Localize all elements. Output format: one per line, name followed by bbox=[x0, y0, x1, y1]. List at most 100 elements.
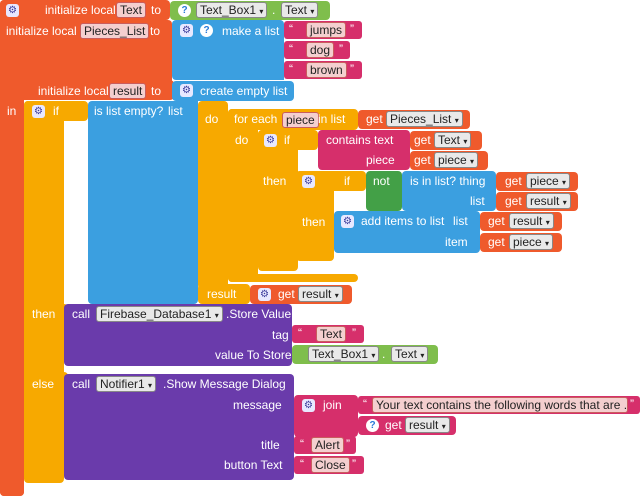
message-label: message bbox=[233, 398, 282, 412]
var-dropdown-piece[interactable]: piece ▾ bbox=[509, 234, 554, 250]
get-label: get bbox=[414, 153, 431, 167]
list-pieces-loop-container bbox=[198, 101, 228, 289]
var-dropdown-result[interactable]: result ▾ bbox=[526, 193, 571, 209]
string-value-button[interactable]: Close bbox=[311, 457, 350, 473]
gear-icon[interactable]: ⚙ bbox=[258, 288, 271, 301]
gear-icon[interactable]: ⚙ bbox=[302, 175, 315, 188]
method-label: .Store Value bbox=[226, 307, 292, 321]
is-in-list-list-label: list bbox=[470, 194, 485, 208]
string-value-tag[interactable]: Text bbox=[316, 326, 347, 342]
var-dropdown-pieces-list[interactable]: Pieces_List ▾ bbox=[386, 111, 463, 127]
is-list-empty-list: list bbox=[168, 104, 183, 118]
string-value-brown[interactable]: brown bbox=[306, 62, 347, 78]
dot-label: . bbox=[382, 347, 386, 361]
get-label: get bbox=[488, 235, 505, 249]
not-label: not bbox=[373, 174, 390, 188]
component-dropdown-firebase[interactable]: Firebase_Database1 ▾ bbox=[96, 306, 223, 322]
quote-close: ” bbox=[352, 326, 356, 340]
component-name: Firebase_Database1 bbox=[100, 307, 212, 321]
add-items-to-list-block[interactable] bbox=[334, 211, 480, 253]
inner-if-spine bbox=[258, 130, 298, 271]
string-value-dog[interactable]: dog bbox=[306, 42, 335, 58]
string-value-jumps[interactable]: jumps bbox=[306, 22, 347, 38]
quote-open: “ bbox=[363, 397, 367, 411]
inner-if-label: if bbox=[284, 133, 290, 147]
gear-icon[interactable]: ⚙ bbox=[180, 24, 193, 37]
gear-icon[interactable]: ⚙ bbox=[341, 215, 354, 228]
dropdown-arrow-icon: ▾ bbox=[545, 218, 550, 227]
is-list-empty-block[interactable] bbox=[88, 101, 198, 304]
property-dropdown[interactable]: Text ▾ bbox=[391, 346, 429, 362]
add-items-item-label: item bbox=[445, 235, 468, 249]
property-dropdown[interactable]: Text ▾ bbox=[281, 2, 319, 18]
do-label: do bbox=[205, 112, 219, 126]
init-footer bbox=[0, 482, 24, 496]
for-each-spine bbox=[228, 109, 258, 282]
var-dropdown-result[interactable]: result ▾ bbox=[298, 286, 343, 302]
contains-text-block[interactable] bbox=[318, 130, 410, 170]
var-name-result[interactable]: result bbox=[109, 83, 147, 99]
help-icon[interactable]: ? bbox=[178, 4, 191, 17]
dropdown-arrow-icon: ▾ bbox=[463, 137, 468, 146]
for-each-footer bbox=[228, 274, 358, 282]
dropdown-arrow-icon: ▾ bbox=[371, 351, 376, 360]
init-text-label: initialize local bbox=[45, 3, 116, 17]
gear-icon[interactable]: ⚙ bbox=[264, 134, 277, 147]
dropdown-arrow-icon: ▾ bbox=[441, 422, 446, 431]
dropdown-arrow-icon: ▾ bbox=[562, 198, 567, 207]
var-dropdown-result[interactable]: result ▾ bbox=[405, 417, 450, 433]
var-dropdown-piece[interactable]: piece ▾ bbox=[434, 152, 479, 168]
method-label: .Show Message Dialog bbox=[163, 377, 286, 391]
var-name: piece bbox=[530, 174, 559, 188]
loop-var-piece[interactable]: piece bbox=[282, 112, 319, 128]
add-items-label: add items to list bbox=[361, 214, 445, 228]
init-pieces-to: to bbox=[150, 24, 161, 38]
init-result-label: initialize local bbox=[38, 84, 109, 98]
gear-icon[interactable]: ⚙ bbox=[302, 399, 315, 412]
component-dropdown[interactable]: Text_Box1 ▾ bbox=[308, 346, 380, 362]
gear-icon[interactable]: ⚙ bbox=[32, 105, 45, 118]
result-row bbox=[198, 284, 250, 304]
value-to-store-label: value To Store bbox=[215, 348, 292, 362]
get-label: get bbox=[414, 133, 431, 147]
is-in-list-label: is in list? thing bbox=[410, 174, 486, 188]
quote-open: “ bbox=[300, 457, 304, 471]
var-name-text[interactable]: Text bbox=[116, 2, 147, 18]
component-dropdown[interactable]: Text_Box1 ▾ bbox=[196, 2, 268, 18]
dropdown-arrow-icon: ▾ bbox=[214, 311, 219, 320]
nested-then-label: then bbox=[302, 215, 326, 229]
then-label: then bbox=[32, 307, 56, 321]
var-dropdown-text[interactable]: Text ▾ bbox=[434, 132, 472, 148]
help-icon[interactable]: ? bbox=[366, 419, 379, 432]
component-name: Text_Box1 bbox=[200, 3, 257, 17]
else-label: else bbox=[32, 377, 55, 391]
var-name-pieces-list[interactable]: Pieces_List bbox=[80, 23, 150, 39]
dropdown-arrow-icon: ▾ bbox=[420, 351, 425, 360]
gear-icon[interactable]: ⚙ bbox=[6, 4, 19, 17]
var-name: Pieces_List bbox=[390, 112, 452, 126]
var-dropdown-piece[interactable]: piece ▾ bbox=[526, 173, 571, 189]
help-icon[interactable]: ? bbox=[200, 24, 213, 37]
tag-label: tag bbox=[272, 328, 289, 342]
contains-piece-label: piece bbox=[366, 153, 395, 167]
quote-open: “ bbox=[298, 326, 302, 340]
create-empty-list-block[interactable] bbox=[172, 81, 294, 101]
if-then-row bbox=[24, 304, 68, 322]
not-block[interactable] bbox=[366, 171, 402, 211]
component-dropdown-notifier[interactable]: Notifier1 ▾ bbox=[96, 376, 157, 392]
make-a-list-label: make a list bbox=[222, 24, 280, 38]
var-name: result bbox=[409, 418, 439, 432]
string-value-message[interactable]: Your text contains the following words t… bbox=[372, 397, 628, 413]
var-name: Text bbox=[438, 133, 461, 147]
is-in-list-block[interactable] bbox=[402, 171, 496, 211]
var-dropdown-result[interactable]: result ▾ bbox=[509, 213, 554, 229]
result-label: result bbox=[207, 287, 237, 301]
string-value-title[interactable]: Alert bbox=[311, 437, 344, 453]
is-list-empty-label: is list empty? bbox=[94, 104, 164, 118]
quote-close: ” bbox=[350, 62, 354, 76]
gear-icon[interactable]: ⚙ bbox=[180, 84, 193, 97]
nested-if-label: if bbox=[344, 174, 350, 188]
get-label: get bbox=[278, 287, 295, 301]
create-empty-list-label: create empty list bbox=[200, 84, 288, 98]
for-each-label: for each bbox=[234, 112, 278, 126]
